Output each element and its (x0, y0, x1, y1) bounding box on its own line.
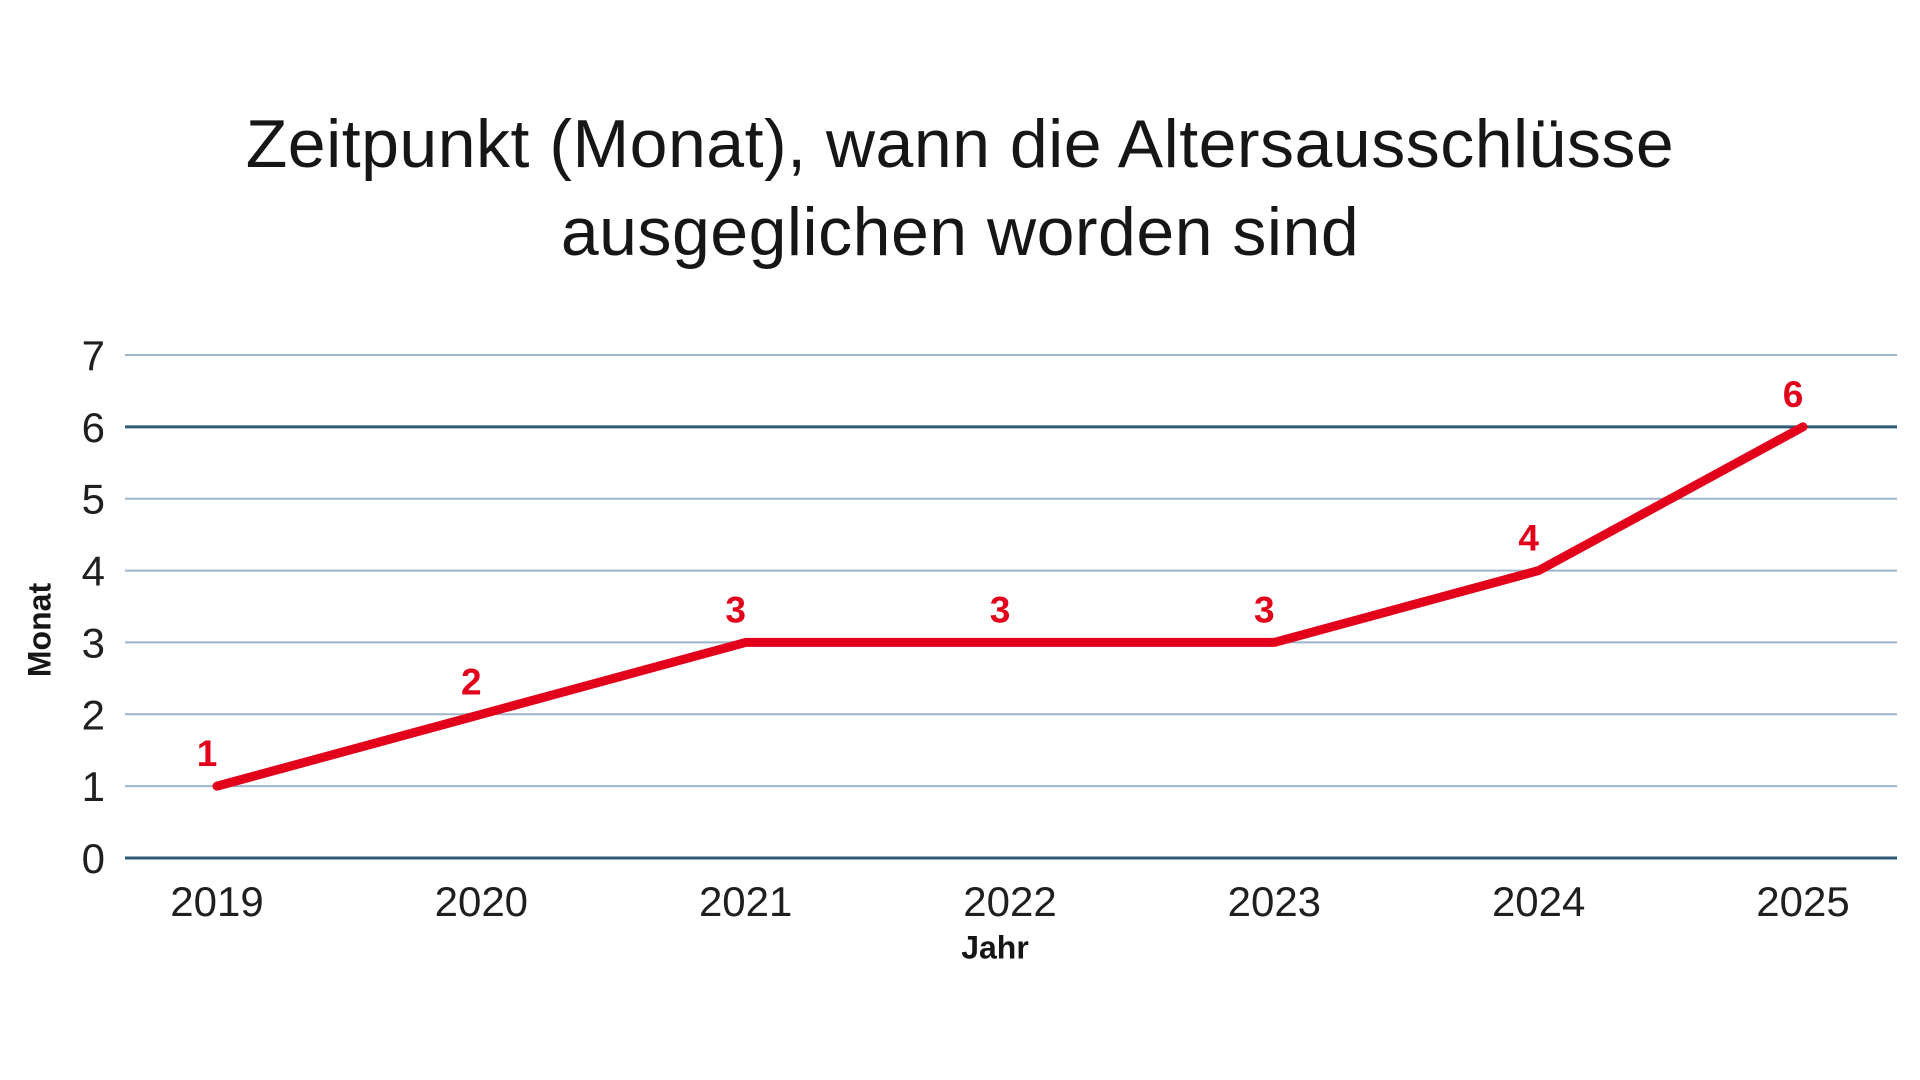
data-point-label: 4 (1518, 518, 1539, 559)
chart-title-line2: ausgeglichen worden sind (560, 194, 1360, 270)
x-tick-label: 2025 (1756, 878, 1849, 925)
data-point-label: 6 (1783, 374, 1804, 415)
data-point-label: 3 (725, 589, 746, 630)
x-axis-title: Jahr (961, 929, 1029, 966)
y-tick-label: 3 (82, 619, 105, 666)
y-tick-label: 0 (82, 835, 105, 882)
data-series-line (212, 422, 1808, 791)
y-tick-label: 5 (82, 476, 105, 523)
y-tick-label: 6 (82, 404, 105, 451)
y-tick-label: 7 (82, 332, 105, 379)
x-tick-label: 2024 (1492, 878, 1585, 925)
x-tick-label: 2023 (1228, 878, 1321, 925)
data-point-label: 1 (197, 733, 218, 774)
data-point-label: 3 (1254, 589, 1275, 630)
x-tick-label: 2021 (699, 878, 792, 925)
y-tick-label: 1 (82, 763, 105, 810)
chart-title: Zeitpunkt (Monat), wann die Altersaussch… (0, 100, 1920, 276)
y-tick-label: 4 (82, 548, 105, 595)
chart-title-line1: Zeitpunkt (Monat), wann die Altersaussch… (245, 106, 1675, 182)
y-tick-label: 2 (82, 691, 105, 738)
data-point-label: 2 (461, 661, 482, 702)
data-point-label: 3 (990, 589, 1011, 630)
x-tick-label: 2020 (435, 878, 528, 925)
x-tick-label: 2019 (170, 878, 263, 925)
x-tick-label: 2022 (963, 878, 1056, 925)
